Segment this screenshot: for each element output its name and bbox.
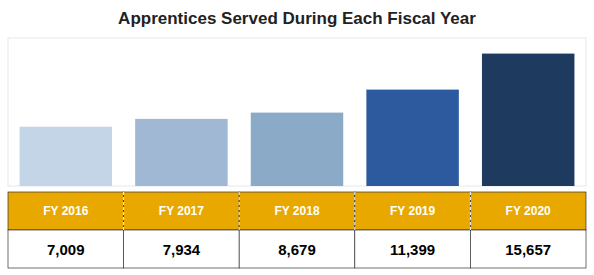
- x-tick-label: FY 2018: [274, 204, 319, 218]
- table-value-cell: [239, 230, 355, 268]
- bar: [20, 127, 112, 186]
- table-divider: [123, 192, 124, 230]
- bar: [366, 90, 458, 186]
- data-label: 8,679: [278, 241, 316, 258]
- plot-frame: [8, 38, 586, 186]
- table-value-cell: [355, 230, 471, 268]
- table-value-cell: [124, 230, 240, 268]
- table-divider: [470, 192, 471, 230]
- table-header-cell: [355, 192, 471, 230]
- table-header-cell: [124, 192, 240, 230]
- table-header-cell: [239, 192, 355, 230]
- x-tick-label: FY 2017: [159, 204, 204, 218]
- data-label: 11,399: [390, 241, 435, 258]
- bar: [251, 113, 343, 186]
- x-tick-label: FY 2019: [390, 204, 435, 218]
- data-label: 15,657: [505, 241, 551, 258]
- table-header-cell: [8, 192, 124, 230]
- title: Apprentices Served During Each Fiscal Ye…: [118, 9, 476, 28]
- table-value-cell: [8, 230, 124, 268]
- x-tick-label: FY 2020: [506, 204, 551, 218]
- table-divider: [239, 192, 240, 230]
- table-header-cell: [470, 192, 586, 230]
- table-value-cell: [470, 230, 586, 268]
- bar: [482, 54, 574, 186]
- chart-svg: Apprentices Served During Each Fiscal Ye…: [0, 0, 594, 275]
- bar: [135, 119, 227, 186]
- x-tick-label: FY 2016: [43, 204, 88, 218]
- table-divider: [354, 192, 355, 230]
- data-label: 7,009: [47, 241, 85, 258]
- data-label: 7,934: [163, 241, 201, 258]
- bars: [20, 54, 575, 186]
- chart-root: Apprentices Served During Each Fiscal Ye…: [0, 0, 594, 275]
